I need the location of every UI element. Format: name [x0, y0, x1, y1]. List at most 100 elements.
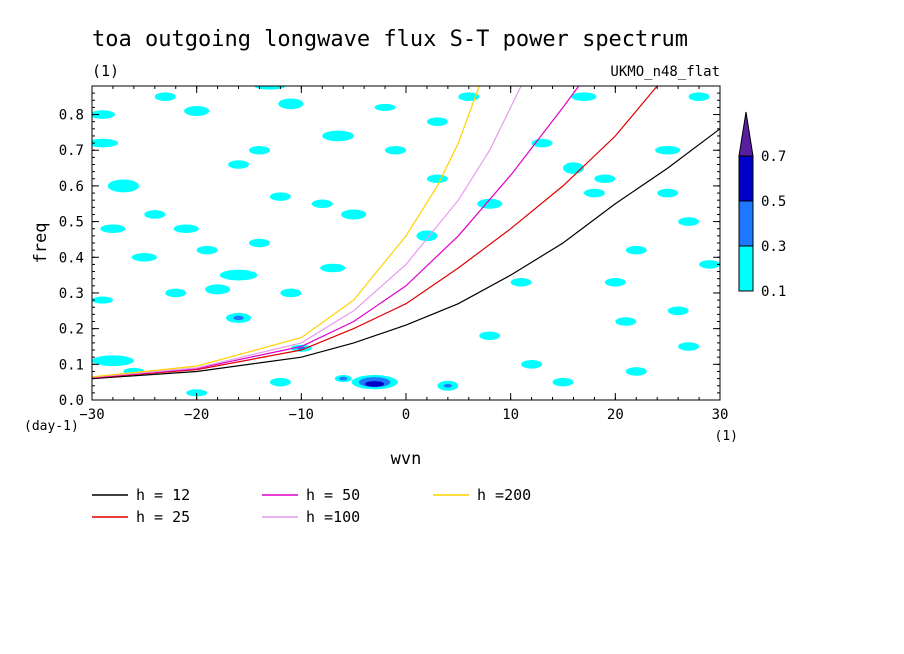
- contour-blob: [280, 288, 302, 298]
- contour-blob: [583, 188, 605, 198]
- x-tick-label: 20: [607, 407, 624, 423]
- contour-blob: [571, 92, 597, 101]
- contour-blob: [699, 260, 720, 269]
- curve-legend: h = 12 h = 25 h = 50 h =100 h =200: [92, 486, 531, 526]
- contour-blob: [219, 269, 258, 281]
- legend-label: h =100: [306, 508, 360, 526]
- contour-blob: [131, 252, 157, 262]
- x-tick-label: −10: [289, 407, 314, 423]
- contour-blob: [339, 376, 348, 381]
- y-tick-label: 0.8: [59, 108, 84, 124]
- contour-blob: [594, 174, 616, 184]
- x-axis-label: wvn: [391, 449, 422, 469]
- dispersion-curves: [92, 86, 720, 380]
- colorbar-segment: [738, 155, 754, 202]
- legend-label: h = 12: [136, 486, 190, 504]
- colorbar-label: 0.5: [761, 194, 786, 210]
- x-tick-label: −20: [184, 407, 209, 423]
- contour-blob: [688, 92, 710, 101]
- contour-blob: [254, 86, 286, 90]
- contour-blob: [625, 367, 647, 376]
- contour-blob: [205, 284, 231, 295]
- y-tick-label: 0.3: [59, 286, 84, 302]
- contour-blob: [173, 224, 199, 234]
- contour-blob: [479, 331, 501, 341]
- contour-blob: [278, 98, 304, 110]
- contour-blob: [154, 92, 176, 101]
- contour-blob: [249, 238, 270, 248]
- contour-blob: [92, 355, 134, 367]
- legend-label: h = 25: [136, 508, 190, 526]
- contour-blob: [92, 296, 113, 304]
- dispersion-curve: [92, 86, 522, 378]
- y-tick-label: 0.1: [59, 357, 84, 373]
- contour-blob: [233, 315, 244, 321]
- contour-blob: [552, 377, 574, 387]
- x-tick-label: −30: [79, 407, 104, 423]
- contour-blob: [249, 145, 270, 155]
- chart-title: toa outgoing longwave flux S-T power spe…: [92, 27, 688, 52]
- x-axis: −30 −20 −10 0 10 20 30: [79, 86, 728, 423]
- contour-blob: [144, 210, 166, 219]
- model-label: UKMO_n48_flat: [610, 64, 720, 80]
- contour-blob: [657, 188, 679, 198]
- legend-label: h =200: [477, 486, 531, 504]
- colorbar-label: 0.3: [761, 239, 786, 255]
- colorbar: 0.1 0.3 0.5 0.7: [738, 111, 786, 300]
- y-tick-label: 0.7: [59, 143, 84, 159]
- x-units-label: (1): [715, 429, 738, 444]
- y-units-label: (day-1): [24, 419, 79, 434]
- contour-blob: [184, 105, 210, 116]
- contour-blob: [604, 277, 626, 287]
- colorbar-label: 0.1: [761, 284, 786, 300]
- dispersion-curve: [92, 128, 720, 380]
- contour-blob: [196, 245, 218, 255]
- legend-label: h = 50: [306, 486, 360, 504]
- contour-blob: [667, 306, 689, 316]
- contour-blob: [426, 117, 448, 126]
- colorbar-segment: [738, 200, 754, 247]
- colorbar-label: 0.7: [761, 149, 786, 165]
- contour-blob: [625, 245, 647, 255]
- contour-blob: [269, 192, 291, 201]
- dispersion-curve: [92, 86, 580, 379]
- contour-blob: [443, 383, 453, 388]
- x-tick-label: 0: [402, 407, 410, 423]
- y-tick-label: 0.5: [59, 215, 84, 231]
- y-tick-label: 0.4: [59, 250, 84, 266]
- contour-blob: [92, 138, 119, 148]
- dispersion-curve: [92, 86, 658, 379]
- contour-blob: [269, 377, 291, 387]
- contour-blob: [322, 130, 354, 142]
- y-tick-label: 0.2: [59, 322, 84, 338]
- dispersion-curve: [92, 86, 480, 378]
- plot-frame: [91, 85, 721, 401]
- contour-blob: [615, 317, 637, 326]
- contour-blob: [678, 217, 700, 226]
- contour-blob: [655, 145, 681, 155]
- y-tick-label: 0.0: [59, 393, 84, 409]
- contour-blob: [678, 342, 700, 351]
- y-axis: 0.0 0.1 0.2 0.3 0.4 0.5 0.6 0.7 0.8: [59, 85, 720, 409]
- contour-blob: [521, 360, 543, 369]
- y-axis-label: freq: [31, 223, 51, 264]
- contour-blob: [563, 162, 584, 174]
- y-tick-label: 0.6: [59, 179, 84, 195]
- contour-blob: [365, 381, 385, 387]
- x-tick-label: 30: [712, 407, 729, 423]
- contour-blob: [92, 110, 116, 119]
- contour-blob: [385, 145, 406, 155]
- contour-blob: [165, 288, 187, 298]
- contour-blob: [341, 209, 367, 220]
- contour-blob: [100, 224, 126, 234]
- contour-blob: [374, 103, 396, 111]
- contour-blob: [426, 174, 448, 184]
- contour-blob: [320, 263, 346, 273]
- colorbar-segment: [738, 245, 754, 292]
- colorbar-extend-triangle: [738, 111, 754, 157]
- power-contours: [92, 86, 720, 397]
- contour-blob: [228, 160, 250, 169]
- units-note: (1): [92, 62, 119, 80]
- x-tick-label: 10: [502, 407, 519, 423]
